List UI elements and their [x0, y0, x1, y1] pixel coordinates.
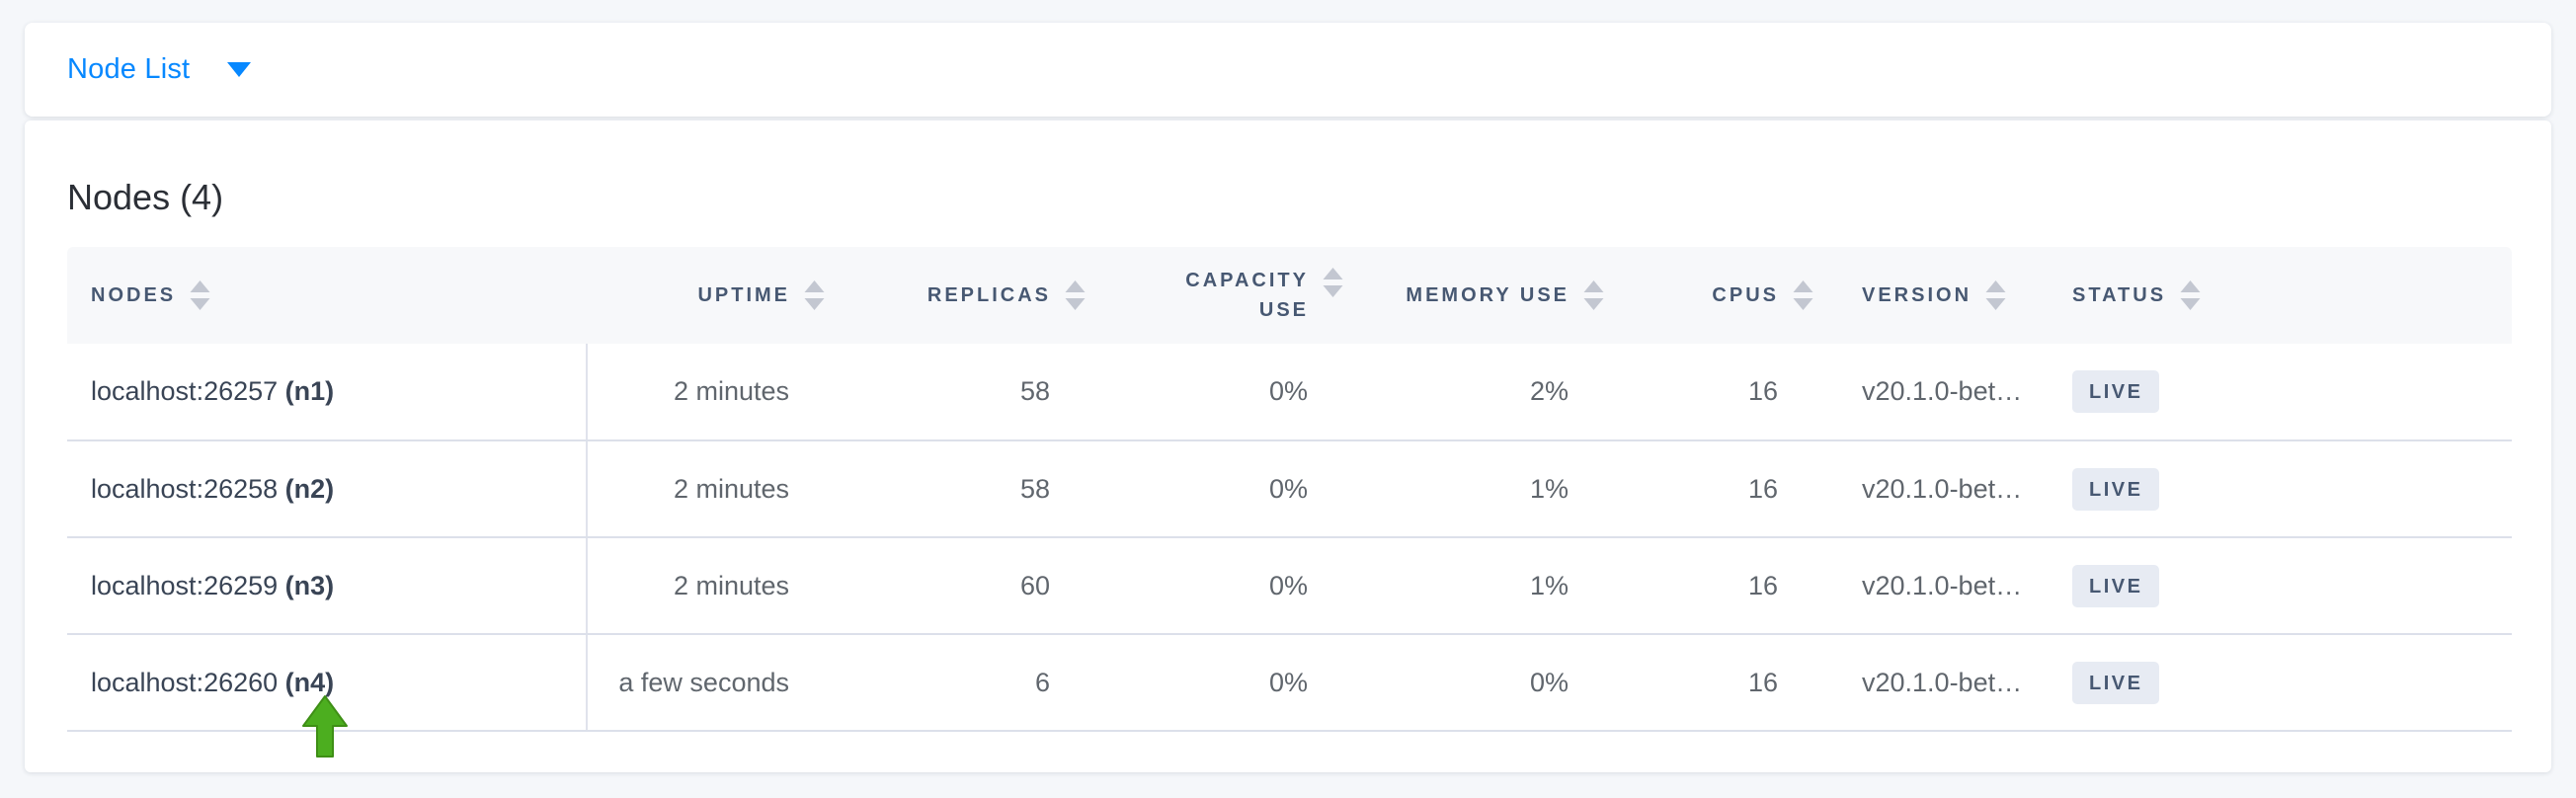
version-cell: v20.1.0-bet… [1838, 440, 2049, 538]
version-cell: v20.1.0-bet… [1838, 537, 2049, 635]
status-badge: LIVE [2072, 467, 2160, 511]
status-badge: LIVE [2072, 564, 2160, 607]
column-header-replicas[interactable]: REPLICAS [849, 247, 1110, 344]
sort-icon [1985, 279, 2006, 310]
sort-icon [1065, 279, 1086, 310]
table-body: localhost:26257 (n1) 2 minutes 58 0% 2% 16 v20… [67, 344, 2512, 732]
replicas-cell: 60 [849, 537, 1110, 635]
view-selector-bar: Node List [25, 23, 2551, 117]
nodes-table: NODES UPTIME REPLICAS CAPACITY USE MEMORY US… [67, 247, 2512, 732]
column-header-memory[interactable]: MEMORY USE [1368, 247, 1629, 344]
capacity-cell: 0% [1110, 634, 1368, 732]
status-cell: LIVE [2049, 634, 2512, 732]
sort-icon [1583, 279, 1604, 310]
column-header-label: VERSION [1862, 283, 1972, 306]
status-cell: LIVE [2049, 344, 2512, 441]
caret-down-icon [227, 62, 252, 77]
sort-icon [190, 279, 210, 310]
version-cell: v20.1.0-bet… [1838, 344, 2049, 441]
cpus-cell: 16 [1629, 537, 1838, 635]
node-list-dropdown-label: Node List [67, 53, 191, 85]
table-row: localhost:26258 (n2) 2 minutes 58 0% 1% 16 v20… [67, 440, 2512, 538]
version-cell: v20.1.0-bet… [1838, 634, 2049, 732]
capacity-cell: 0% [1110, 537, 1368, 635]
node-address: localhost:26259 [91, 570, 279, 600]
node-id: (n4) [284, 667, 335, 697]
column-header-version[interactable]: VERSION [1838, 247, 2049, 344]
status-cell: LIVE [2049, 440, 2512, 538]
memory-cell: 0% [1368, 634, 1629, 732]
node-address-cell[interactable]: localhost:26260 (n4) [67, 634, 588, 732]
column-header-label: STATUS [2072, 283, 2167, 306]
status-cell: LIVE [2049, 537, 2512, 635]
table-header-row: NODES UPTIME REPLICAS CAPACITY USE MEMORY US… [67, 247, 2512, 344]
uptime-cell: 2 minutes [587, 344, 849, 441]
node-id: (n1) [284, 376, 335, 406]
node-address-cell[interactable]: localhost:26258 (n2) [67, 440, 588, 538]
uptime-cell: 2 minutes [587, 537, 849, 635]
sort-icon [1793, 279, 1813, 310]
capacity-cell: 0% [1110, 440, 1368, 538]
table-row: localhost:26259 (n3) 2 minutes 60 0% 1% 16 v20… [67, 537, 2512, 635]
column-header-cpus[interactable]: CPUS [1629, 247, 1838, 344]
uptime-cell: a few seconds [587, 634, 849, 732]
sort-icon [2180, 279, 2201, 310]
node-id: (n3) [284, 570, 335, 600]
column-header-uptime[interactable]: UPTIME [587, 247, 849, 344]
replicas-cell: 58 [849, 440, 1110, 538]
status-badge: LIVE [2072, 661, 2160, 704]
uptime-cell: 2 minutes [587, 440, 849, 538]
column-header-nodes[interactable]: NODES [67, 247, 587, 344]
node-address: localhost:26258 [91, 473, 279, 504]
replicas-cell: 6 [849, 634, 1110, 732]
column-header-label: NODES [91, 283, 177, 306]
cpus-cell: 16 [1629, 344, 1838, 441]
nodes-panel: Nodes (4) NODES UPTIME REPLICAS CAPACITY US… [25, 120, 2551, 772]
sort-icon [804, 279, 825, 310]
column-header-capacity[interactable]: CAPACITY USE [1110, 247, 1368, 344]
column-header-label: CPUS [1712, 283, 1779, 306]
node-address: localhost:26260 [91, 667, 279, 697]
node-id: (n2) [284, 473, 335, 504]
node-address-cell[interactable]: localhost:26259 (n3) [67, 537, 588, 635]
node-address: localhost:26257 [91, 376, 279, 406]
memory-cell: 2% [1368, 344, 1629, 441]
capacity-cell: 0% [1110, 344, 1368, 441]
page-title: Nodes (4) [67, 177, 224, 217]
node-address-cell[interactable]: localhost:26257 (n1) [67, 344, 588, 441]
status-badge: LIVE [2072, 370, 2160, 413]
column-header-status[interactable]: STATUS [2049, 247, 2512, 344]
table-row: localhost:26260 (n4) a few seconds 6 0% 0% 16… [67, 634, 2512, 732]
column-header-label: REPLICAS [926, 283, 1051, 306]
sort-icon [1323, 268, 1343, 297]
cpus-cell: 16 [1629, 634, 1838, 732]
column-header-label: MEMORY USE [1406, 283, 1570, 306]
memory-cell: 1% [1368, 440, 1629, 538]
replicas-cell: 58 [849, 344, 1110, 441]
column-header-label: CAPACITY USE [1185, 270, 1309, 321]
column-header-label: UPTIME [697, 283, 790, 306]
node-list-dropdown[interactable]: Node List [67, 53, 252, 86]
cpus-cell: 16 [1629, 440, 1838, 538]
memory-cell: 1% [1368, 537, 1629, 635]
table-row: localhost:26257 (n1) 2 minutes 58 0% 2% 16 v20… [67, 344, 2512, 441]
